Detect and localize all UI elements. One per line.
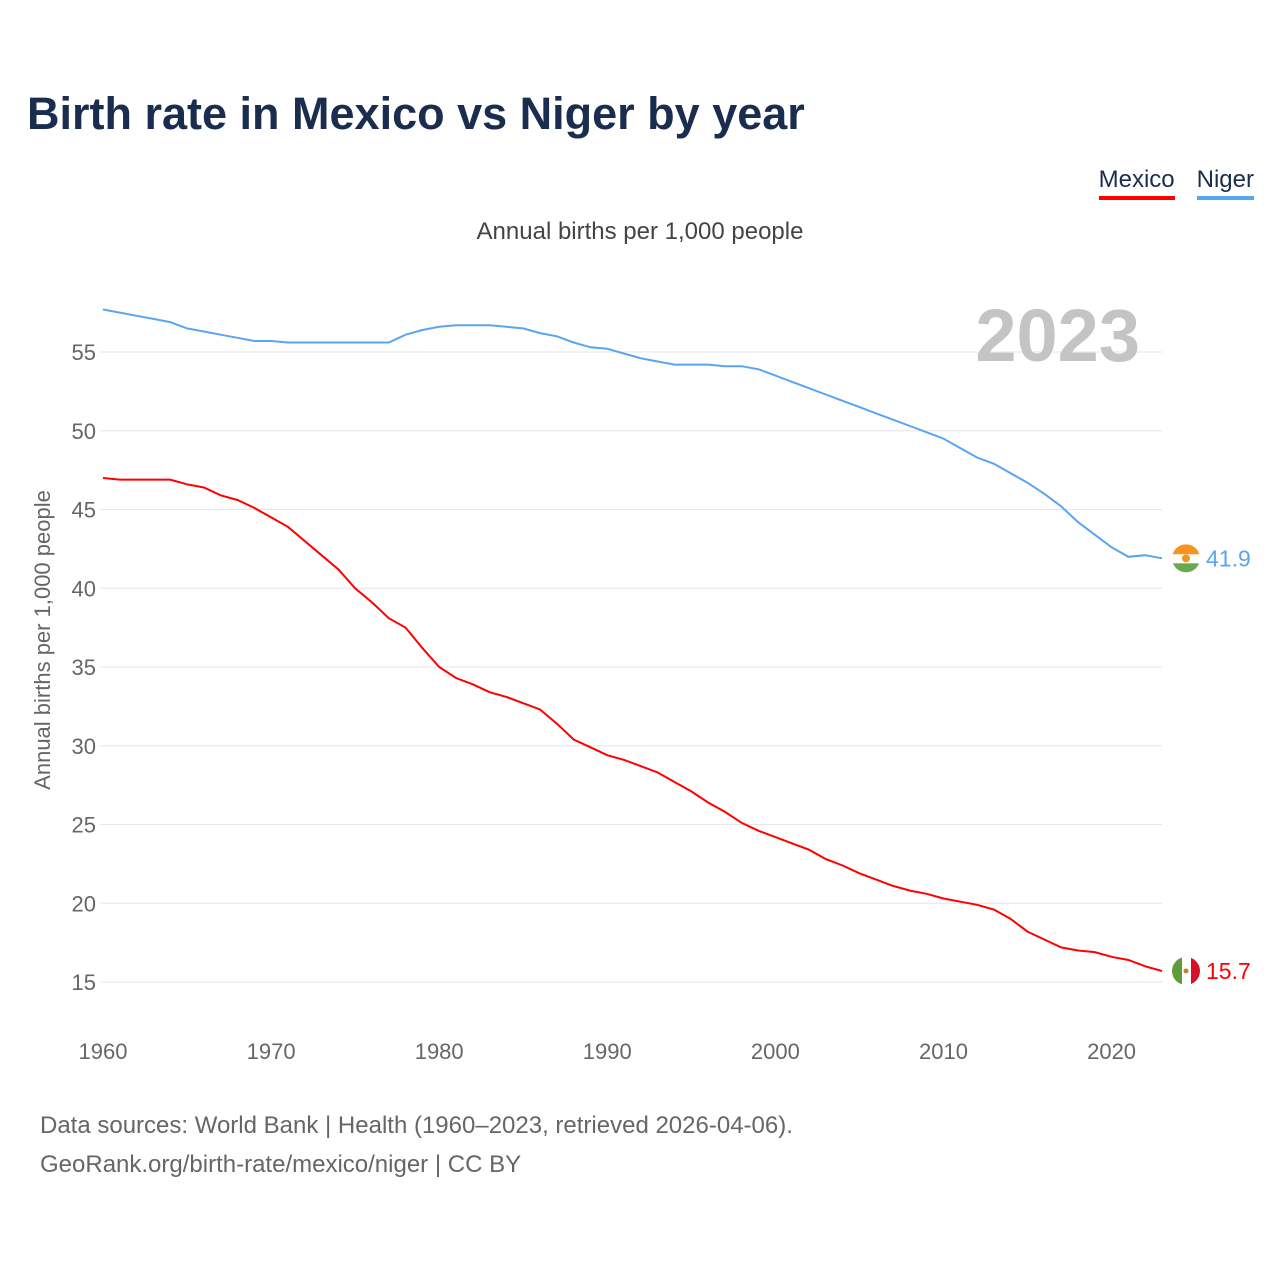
y-tick-label: 35 — [72, 655, 96, 680]
year-watermark: 2023 — [975, 294, 1140, 377]
niger-flag-icon — [1172, 544, 1200, 573]
series-line-mexico — [102, 477, 1163, 972]
x-tick-label: 1990 — [583, 1039, 632, 1064]
y-tick-label: 15 — [72, 970, 96, 995]
chart-title: Birth rate in Mexico vs Niger by year — [27, 88, 805, 139]
y-tick-label: 20 — [72, 891, 96, 916]
y-tick-label: 50 — [72, 419, 96, 444]
source-url[interactable]: GeoRank.org/birth-rate/mexico/niger | CC… — [40, 1151, 522, 1178]
series-line-niger — [102, 308, 1163, 560]
chart-subtitle: Annual births per 1,000 people — [476, 218, 804, 245]
x-tick-label: 2000 — [751, 1039, 800, 1064]
legend: Mexico Niger — [1098, 166, 1254, 200]
y-tick-label: 55 — [72, 340, 96, 365]
y-tick-label: 30 — [72, 734, 96, 759]
x-tick-label: 1960 — [79, 1039, 128, 1064]
legend-item-niger[interactable]: Niger — [1196, 166, 1254, 200]
mexico-flag-icon — [1172, 956, 1200, 985]
x-tick-label: 1980 — [415, 1039, 464, 1064]
x-tick-label: 2020 — [1087, 1039, 1136, 1064]
y-tick-label: 25 — [72, 813, 96, 838]
legend-item-mexico[interactable]: Mexico — [1098, 166, 1175, 200]
y-tick-label: 45 — [72, 498, 96, 523]
end-value-label-mexico: 15.7 — [1206, 958, 1251, 984]
x-tick-label: 2010 — [919, 1039, 968, 1064]
end-value-label-niger: 41.9 — [1206, 545, 1251, 571]
data-source: Data sources: World Bank | Health (1960–… — [40, 1112, 793, 1139]
footer: Data sources: World Bank | Health (1960–… — [40, 1106, 793, 1184]
y-tick-label: 40 — [72, 576, 96, 601]
x-tick-label: 1970 — [247, 1039, 296, 1064]
y-axis-label: Annual births per 1,000 people — [30, 490, 55, 790]
